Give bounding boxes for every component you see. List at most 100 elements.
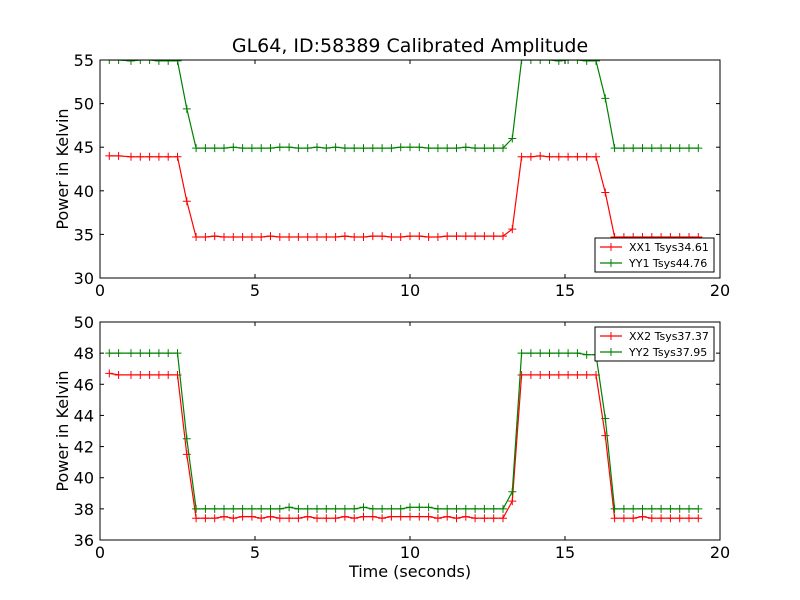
series-line [109,372,699,519]
data-point [619,504,628,513]
data-point [182,434,191,443]
data-point [433,504,442,513]
data-point [526,152,535,161]
y-tick-label: 55 [74,51,94,70]
data-point [452,232,461,241]
data-point [526,370,535,379]
y-tick-label: 46 [74,375,94,394]
data-point [545,60,554,64]
x-tick-label: 5 [250,543,260,562]
data-point [145,349,154,358]
y-tick-label: 50 [74,95,94,114]
data-point [443,512,452,521]
data-point [331,514,340,523]
data-point [694,144,703,153]
legend: XX1 Tsys34.61 YY1 Tsys44.76 [594,237,715,273]
y-tick-label: 40 [74,182,94,201]
data-point [285,143,294,152]
data-point [396,143,405,152]
data-point [452,514,461,523]
y-tick-label: 36 [74,531,94,550]
data-point [285,514,294,523]
data-point [210,514,219,523]
data-point [387,144,396,153]
data-point [424,144,433,153]
data-point [105,369,114,378]
data-point [340,232,349,241]
data-point [415,512,424,521]
data-point [257,514,266,523]
data-point [145,60,154,64]
data-point [647,144,656,153]
data-point [220,233,228,242]
data-point [340,504,349,513]
legend-label: XX2 Tsys37.37 [629,330,709,343]
data-point [136,370,145,379]
data-point [266,144,275,153]
data-point [303,512,312,521]
y-tick-label: 44 [74,406,94,425]
x-axis-label: Time (seconds) [348,562,471,581]
data-point [675,504,684,513]
data-point [164,349,173,358]
data-point [154,152,163,161]
data-point [582,152,591,161]
legend-box [594,326,715,362]
data-point [266,232,275,241]
data-point [350,144,359,153]
data-point [192,144,201,153]
data-point [238,233,247,242]
data-point [452,504,461,513]
data-point [526,60,535,64]
data-point [114,349,123,358]
data-point [114,151,123,160]
data-point [554,152,563,161]
top-plot: GL64, ID:58389 Calibrated Amplitude 0 5 10 1… [53,35,730,300]
data-point [433,233,442,242]
data-point [564,60,573,64]
data-point [461,512,470,521]
x-tick-label: 20 [710,281,730,300]
data-point [192,514,201,523]
data-point [480,514,489,523]
data-point [210,504,219,513]
data-point [573,60,582,64]
x-tick-label: 5 [250,281,260,300]
data-point [647,514,656,523]
data-point [489,232,498,241]
data-point [685,514,693,523]
data-point [303,504,312,513]
data-point [582,370,591,379]
data-point [619,144,628,153]
legend-label: YY2 Tsys37.95 [628,346,707,359]
data-point [173,60,182,65]
data-point [105,60,114,64]
legend-swatch-marker [607,332,615,340]
data-point [499,144,507,153]
data-point [554,370,563,379]
data-point [443,144,452,153]
data-point [461,143,470,152]
data-point [443,504,452,513]
data-point [322,233,331,242]
data-point [114,370,123,379]
data-point [201,233,210,242]
data-point [378,514,387,523]
data-point [220,512,228,521]
x-tick-label: 10 [400,543,420,562]
data-point [499,504,507,513]
y-tick-label: 35 [74,225,94,244]
data-point [257,144,266,153]
data-point [368,144,377,153]
legend-box [594,237,715,273]
data-point [229,504,238,513]
data-point [638,504,647,513]
data-point [489,144,498,153]
data-point [545,152,554,161]
data-point [657,504,666,513]
data-point [294,514,303,523]
data-point [545,349,554,358]
data-point [406,143,414,152]
bottom-plot: 0 5 10 15 20 36 38 40 42 44 46 48 50 Power in Kelvin T… [53,313,730,581]
data-point [517,370,526,379]
